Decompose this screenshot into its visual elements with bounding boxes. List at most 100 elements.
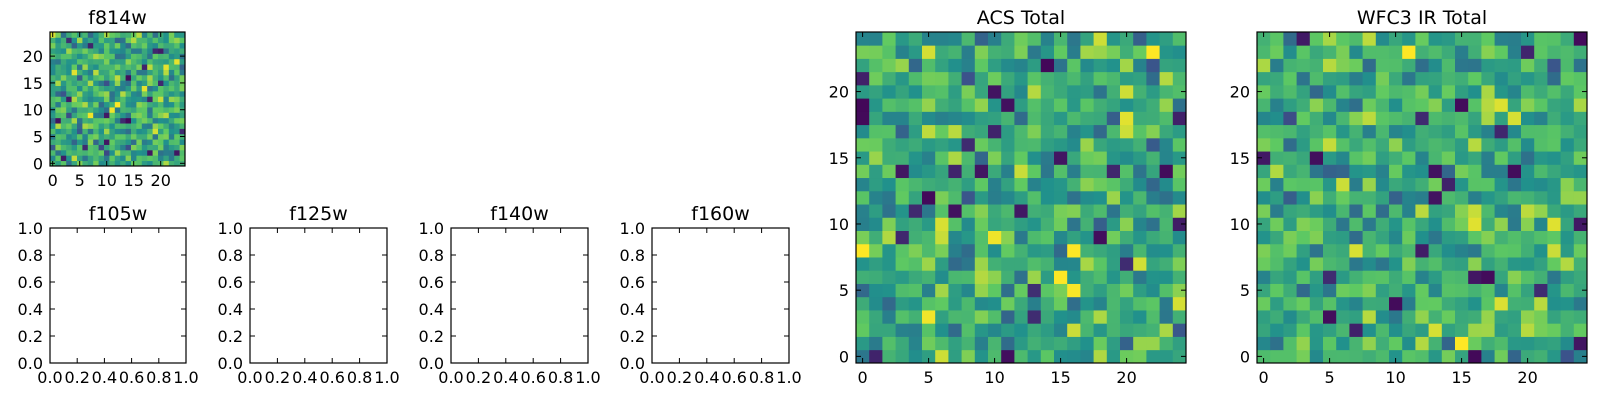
- heatmap-cell: [1560, 283, 1575, 298]
- heatmap-cell: [152, 133, 159, 140]
- heatmap-cell: [98, 112, 105, 119]
- heatmap-cell: [1133, 310, 1147, 324]
- heatmap-cell: [1172, 270, 1187, 284]
- heatmap-cell: [974, 204, 989, 218]
- heatmap-cell: [1494, 230, 1509, 245]
- heatmap-cell: [1296, 98, 1311, 112]
- heatmap-cell: [60, 107, 67, 113]
- heatmap-cell: [1172, 336, 1187, 351]
- heatmap-cell: [1349, 137, 1363, 152]
- heatmap-cell: [1309, 177, 1324, 192]
- heatmap-cell: [1093, 111, 1108, 126]
- heatmap-cell: [1080, 177, 1094, 192]
- heatmap-cell: [66, 42, 72, 49]
- heatmap-cell: [136, 128, 143, 135]
- heatmap-cell: [1257, 84, 1271, 99]
- heatmap-cell: [1106, 190, 1121, 205]
- heatmap-cell: [1349, 336, 1363, 351]
- heatmap-cell: [922, 45, 936, 59]
- heatmap-cell: [935, 310, 949, 324]
- heatmap-cell: [141, 123, 148, 129]
- heatmap-cell: [66, 107, 72, 113]
- y-tick-label: 0.4: [218, 300, 243, 319]
- y-tick-label: 0.0: [419, 354, 444, 373]
- heatmap-cell: [147, 69, 153, 76]
- heatmap-cell: [1014, 336, 1028, 351]
- heatmap-cell: [1309, 336, 1324, 351]
- heatmap-cell: [974, 296, 989, 311]
- heatmap-cell: [71, 139, 78, 145]
- heatmap-cell: [1534, 257, 1548, 271]
- heatmap-cell: [1481, 32, 1495, 46]
- heatmap-cell: [1336, 124, 1350, 139]
- heatmap-cell: [1415, 243, 1429, 258]
- heatmap-cell: [882, 190, 896, 205]
- heatmap-cell: [974, 32, 989, 46]
- heatmap-cell: [141, 160, 148, 167]
- heatmap-cell: [908, 84, 923, 99]
- heatmap-cell: [125, 101, 132, 108]
- y-tick-label: 0.2: [620, 327, 645, 346]
- heatmap-cell: [174, 58, 180, 65]
- heatmap-cell: [1159, 349, 1174, 364]
- heatmap-cell: [1521, 164, 1535, 179]
- heatmap-cell: [961, 296, 976, 311]
- heatmap-cell: [1428, 32, 1443, 46]
- heatmap-cell: [1054, 323, 1068, 337]
- heatmap-cell: [66, 144, 72, 151]
- heatmap-cell: [77, 149, 83, 156]
- heatmap-cell: [120, 48, 126, 54]
- heatmap-cell: [882, 137, 896, 152]
- heatmap-cell: [895, 45, 910, 59]
- heatmap-cell: [93, 53, 99, 60]
- y-tick-label: 0.8: [620, 246, 645, 265]
- x-tick-label: 0.8: [749, 368, 774, 387]
- heatmap-cell: [163, 112, 170, 119]
- heatmap-cell: [50, 69, 56, 76]
- y-tick-label: 0.4: [419, 300, 444, 319]
- heatmap-cell: [908, 283, 923, 298]
- heatmap-cell: [1507, 177, 1522, 192]
- heatmap-cell: [1067, 296, 1081, 311]
- heatmap-cell: [988, 310, 1002, 324]
- heatmap-cell: [55, 155, 62, 162]
- heatmap-cell: [1309, 124, 1324, 139]
- heatmap-cell: [1547, 71, 1561, 86]
- x-tick-label: 15: [1451, 368, 1471, 387]
- heatmap-cell: [935, 230, 949, 245]
- heatmap-cell: [1014, 257, 1028, 271]
- heatmap-cell: [948, 98, 962, 112]
- heatmap-cell: [1349, 349, 1363, 364]
- heatmap-cell: [1521, 98, 1535, 112]
- heatmap-cell: [1428, 283, 1443, 298]
- heatmap-cell: [1027, 257, 1042, 271]
- heatmap-cell: [98, 64, 105, 70]
- heatmap-cell: [1283, 151, 1297, 165]
- heatmap-cell: [1402, 45, 1416, 59]
- heatmap-cell: [1014, 164, 1028, 179]
- heatmap-cell: [1349, 45, 1363, 59]
- heatmap-cell: [948, 230, 962, 245]
- heatmap-cell: [1323, 283, 1337, 298]
- heatmap-cell: [1067, 204, 1081, 218]
- heatmap-cell: [1133, 204, 1147, 218]
- heatmap-cell: [1415, 283, 1429, 298]
- heatmap-cell: [1309, 230, 1324, 245]
- heatmap-cell: [125, 117, 132, 124]
- heatmap-cell: [60, 64, 67, 70]
- heatmap-cell: [974, 310, 989, 324]
- heatmap-cell: [1027, 283, 1042, 298]
- heatmap-cell: [1573, 71, 1588, 86]
- heatmap-cell: [125, 42, 132, 49]
- heatmap-cell: [1027, 230, 1042, 245]
- heatmap-cell: [935, 296, 949, 311]
- heatmap-cell: [1455, 190, 1469, 205]
- heatmap-cell: [988, 111, 1002, 126]
- heatmap-cell: [55, 117, 62, 124]
- heatmap-cell: [935, 323, 949, 337]
- y-tick-label: 5: [33, 128, 43, 147]
- chart-title: f140w: [490, 203, 549, 225]
- heatmap-cell: [50, 128, 56, 135]
- heatmap-cell: [147, 101, 153, 108]
- heatmap-cell: [935, 349, 949, 364]
